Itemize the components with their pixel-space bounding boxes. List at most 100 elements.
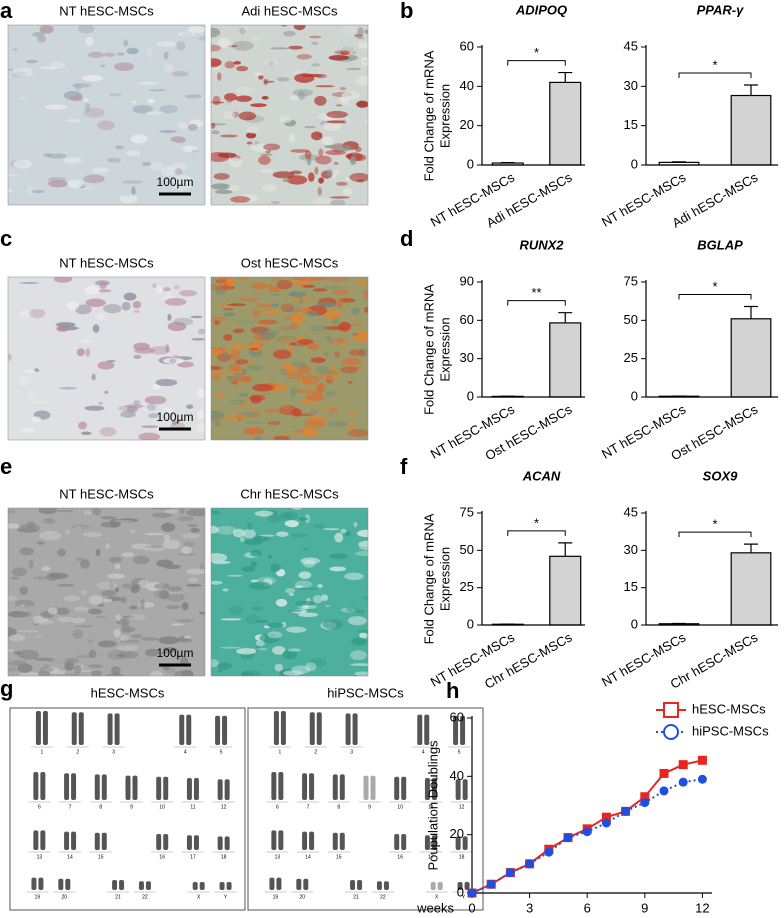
texture: [283, 432, 297, 436]
chromosome-number: Y: [462, 894, 466, 900]
texture: [176, 516, 195, 522]
texture: [114, 587, 120, 593]
texture: [79, 558, 90, 569]
texture: [197, 409, 205, 420]
texture: [272, 171, 295, 179]
texture: [39, 25, 54, 34]
texture: [67, 179, 84, 188]
texture: [349, 421, 354, 432]
legend-label: hiPSC-MSCs: [692, 723, 769, 738]
texture: [267, 513, 282, 524]
texture: [177, 361, 194, 368]
texture: [158, 590, 170, 600]
chromosome-number: 15: [98, 854, 104, 860]
texture: [298, 571, 312, 579]
y-tick-label: 0: [457, 884, 464, 899]
y-tick-label: 40: [460, 78, 474, 93]
scale-label: 100µm: [157, 410, 194, 424]
texture: [26, 59, 38, 64]
chart-title: PPAR-γ: [697, 2, 744, 17]
texture: [236, 320, 257, 323]
marker: [582, 827, 592, 837]
micrograph-title: NT hESC-MSCs: [59, 255, 154, 270]
texture: [106, 360, 116, 363]
texture: [8, 174, 19, 177]
texture: [273, 349, 292, 360]
texture: [226, 100, 232, 103]
texture: [325, 604, 331, 608]
texture: [110, 666, 121, 676]
texture: [239, 297, 259, 302]
texture: [256, 303, 275, 308]
chromosome-number: 18: [459, 854, 465, 860]
chromosome: [132, 775, 138, 800]
texture: [303, 126, 316, 129]
texture: [150, 508, 172, 510]
texture: [186, 508, 205, 517]
texture: [132, 104, 154, 114]
texture: [117, 405, 140, 412]
texture: [183, 541, 195, 547]
texture: [144, 648, 160, 657]
texture: [308, 658, 327, 667]
texture: [120, 630, 132, 634]
axes: [481, 511, 585, 626]
texture: [266, 622, 285, 628]
texture: [297, 365, 311, 375]
texture: [322, 121, 342, 131]
texture: [88, 608, 103, 615]
texture: [133, 354, 142, 359]
texture: [301, 604, 310, 610]
axes: [471, 716, 712, 894]
texture: [271, 277, 283, 283]
chromosome: [278, 772, 284, 800]
texture: [236, 414, 251, 418]
y-tick-label: 45: [624, 504, 638, 519]
texture: [44, 104, 67, 110]
texture: [340, 50, 350, 56]
panel-letter: d: [400, 226, 413, 251]
texture: [19, 427, 35, 433]
texture: [165, 344, 170, 353]
texture: [254, 645, 260, 652]
texture: [22, 369, 36, 374]
texture: [222, 111, 235, 120]
texture: [294, 580, 313, 588]
texture: [211, 659, 219, 668]
micrograph: [8, 277, 205, 440]
texture: [211, 183, 231, 190]
texture: [245, 132, 257, 139]
chromosome: [215, 715, 221, 745]
texture: [215, 288, 226, 296]
y-axis-label: Fold Change of mRNA: [421, 513, 436, 644]
texture: [211, 372, 221, 381]
texture: [64, 661, 75, 671]
texture: [304, 150, 312, 160]
texture: [184, 94, 202, 99]
texture: [80, 339, 93, 344]
texture: [278, 116, 292, 123]
chart-title: RUNX2: [519, 237, 564, 252]
chromosome: [464, 882, 470, 890]
texture: [359, 351, 366, 358]
texture: [364, 29, 368, 34]
texture: [196, 388, 205, 398]
error-bar: [672, 161, 686, 163]
texture: [29, 308, 46, 319]
texture: [334, 169, 340, 176]
texture: [181, 602, 189, 611]
micrograph: [211, 277, 368, 440]
texture: [76, 526, 82, 530]
texture: [36, 541, 45, 545]
chromosome-number: 7: [307, 804, 310, 810]
texture: [250, 282, 269, 290]
texture: [100, 590, 117, 597]
legend-marker: [663, 702, 679, 718]
texture: [167, 321, 187, 332]
chromosome: [296, 878, 302, 890]
texture: [245, 614, 260, 625]
texture: [81, 431, 92, 436]
texture: [280, 362, 290, 372]
marker: [505, 868, 515, 878]
texture: [96, 581, 118, 590]
